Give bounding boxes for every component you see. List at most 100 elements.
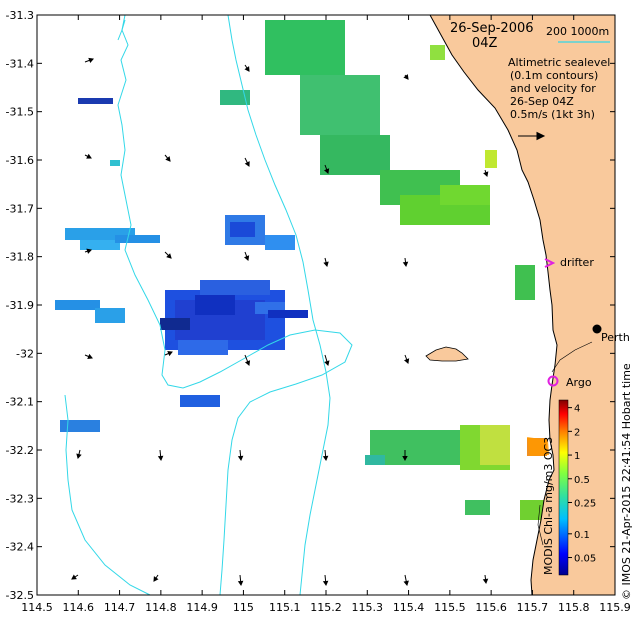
x-tick-label: 115.3	[352, 601, 384, 614]
y-axis: -31.3 -31.4 -31.5 -31.6 -31.7 -31.8 -31.9 -32 -3…	[6, 9, 615, 602]
y-tick-label: -31.6	[6, 154, 34, 167]
chl-patch	[195, 295, 235, 315]
y-tick-label: -32	[16, 347, 34, 360]
velocity-arrowhead	[86, 248, 92, 254]
velocity-arrowhead	[237, 455, 244, 462]
x-tick-label: 115.1	[269, 601, 301, 614]
chl-patch	[265, 20, 345, 75]
chl-patch	[200, 280, 270, 295]
velocity-arrowhead	[322, 455, 329, 462]
copyright-text: © IMOS 21-Apr-2015 22:41:54 Hobart time	[620, 363, 633, 600]
description-block: Altimetric sealevel (0.1m contours) and …	[508, 56, 610, 121]
velocity-arrowhead	[403, 74, 409, 80]
x-tick-label: 114.7	[104, 601, 136, 614]
y-tick-label: -31.8	[6, 251, 34, 264]
x-tick-label: 114.9	[186, 601, 218, 614]
isobath-1000m	[117, 14, 353, 596]
velocity-arrowhead	[404, 358, 410, 364]
chl-patch	[55, 300, 100, 310]
x-tick-label: 114.6	[63, 601, 95, 614]
x-tick-label: 114.8	[145, 601, 177, 614]
y-tick-label: -31.4	[6, 57, 34, 70]
colorbar	[558, 399, 569, 576]
rottnest-island	[425, 346, 469, 362]
chl-patch	[60, 420, 100, 432]
velocity-arrowhead	[167, 351, 173, 357]
colorbar-title: MODIS Chl-a mg/m3 OC3	[542, 437, 555, 575]
chl-patch	[178, 340, 228, 355]
velocity-arrowhead	[166, 253, 172, 259]
colorbar-tick-label: 2	[574, 427, 580, 438]
land-mainland	[429, 14, 616, 596]
colorbar-tick-label: 0.05	[574, 554, 596, 565]
x-axis: 114.5 114.6 114.7 114.8 114.9 115 115.1 115.2 11…	[21, 15, 631, 614]
drifter-marker: drifter	[544, 256, 594, 269]
chl-patch	[485, 150, 497, 168]
desc-line-3: and velocity for	[510, 82, 596, 95]
velocity-arrowhead	[244, 255, 250, 261]
velocity-arrowhead	[86, 153, 92, 159]
argo-marker: Argo	[547, 375, 592, 389]
chl-patch	[115, 235, 160, 243]
y-tick-label: -32.1	[6, 396, 34, 409]
colorbar-tick-label: 1	[574, 451, 580, 462]
depth-contours	[64, 14, 353, 596]
chl-patch	[480, 425, 510, 465]
drifter-label: drifter	[560, 256, 594, 269]
y-tick-label: -31.3	[6, 9, 34, 22]
velocity-arrowhead	[71, 574, 77, 580]
desc-line-4: 26-Sep 04Z	[510, 95, 574, 108]
chl-patch	[440, 185, 490, 205]
velocity-arrowhead	[244, 161, 250, 167]
isobath-shelf-west	[64, 394, 151, 596]
velocity-arrowhead	[244, 66, 250, 72]
colorbar-tick-label: 0.1	[574, 530, 590, 541]
colorbar-tick-label: 0.5	[574, 475, 590, 486]
velocity-arrowhead	[402, 455, 408, 462]
chl-patch	[160, 318, 190, 330]
desc-line-5: 0.5m/s (1kt 3h)	[510, 108, 595, 121]
depth-legend: 200 1000m	[546, 25, 609, 38]
velocity-arrowhead	[153, 576, 159, 582]
y-tick-label: -31.5	[6, 106, 34, 119]
chlorophyll-patches	[55, 20, 560, 540]
colorbar-tick-label: 0.25	[574, 498, 596, 509]
chl-patch	[80, 240, 120, 250]
y-tick-label: -31.9	[6, 299, 34, 312]
velocity-arrowhead	[324, 168, 330, 174]
x-tick-label: 115.2	[310, 601, 342, 614]
scale-arrow-icon	[518, 131, 546, 141]
colorbar-ticks: 4 2 1 0.5 0.25 0.1 0.05	[568, 404, 596, 565]
chl-patch	[180, 395, 220, 407]
desc-line-2: (0.1m contours)	[510, 69, 598, 82]
desc-line-1: Altimetric sealevel	[508, 56, 610, 69]
velocity-arrowhead	[237, 580, 244, 587]
chl-patch	[320, 135, 390, 175]
y-tick-label: -31.7	[6, 202, 34, 215]
x-tick-label: 115.5	[434, 601, 466, 614]
chl-patch	[465, 500, 490, 515]
swan-river	[551, 341, 593, 373]
x-tick-label: 115.4	[393, 601, 425, 614]
velocity-arrowhead	[323, 261, 329, 268]
y-tick-label: -32.2	[6, 444, 34, 457]
velocity-arrowhead	[87, 353, 93, 359]
chl-patch	[268, 310, 308, 318]
chl-patch	[220, 90, 250, 105]
chl-patch	[430, 45, 445, 60]
velocity-arrowhead	[483, 171, 489, 177]
velocity-arrowhead	[324, 360, 330, 366]
x-tick-label: 115.6	[475, 601, 507, 614]
x-tick-label: 114.5	[21, 601, 53, 614]
peel-inlet	[537, 504, 544, 546]
chl-patch	[365, 455, 385, 465]
y-tick-label: -32.4	[6, 541, 34, 554]
velocity-arrowhead	[244, 360, 251, 366]
map-date: 26-Sep-2006	[450, 21, 534, 36]
velocity-arrowhead	[402, 261, 409, 268]
velocity-arrows	[71, 57, 489, 587]
x-tick-label: 115.7	[517, 601, 549, 614]
y-tick-label: -32.3	[6, 492, 34, 505]
x-tick-label: 115.8	[558, 601, 590, 614]
